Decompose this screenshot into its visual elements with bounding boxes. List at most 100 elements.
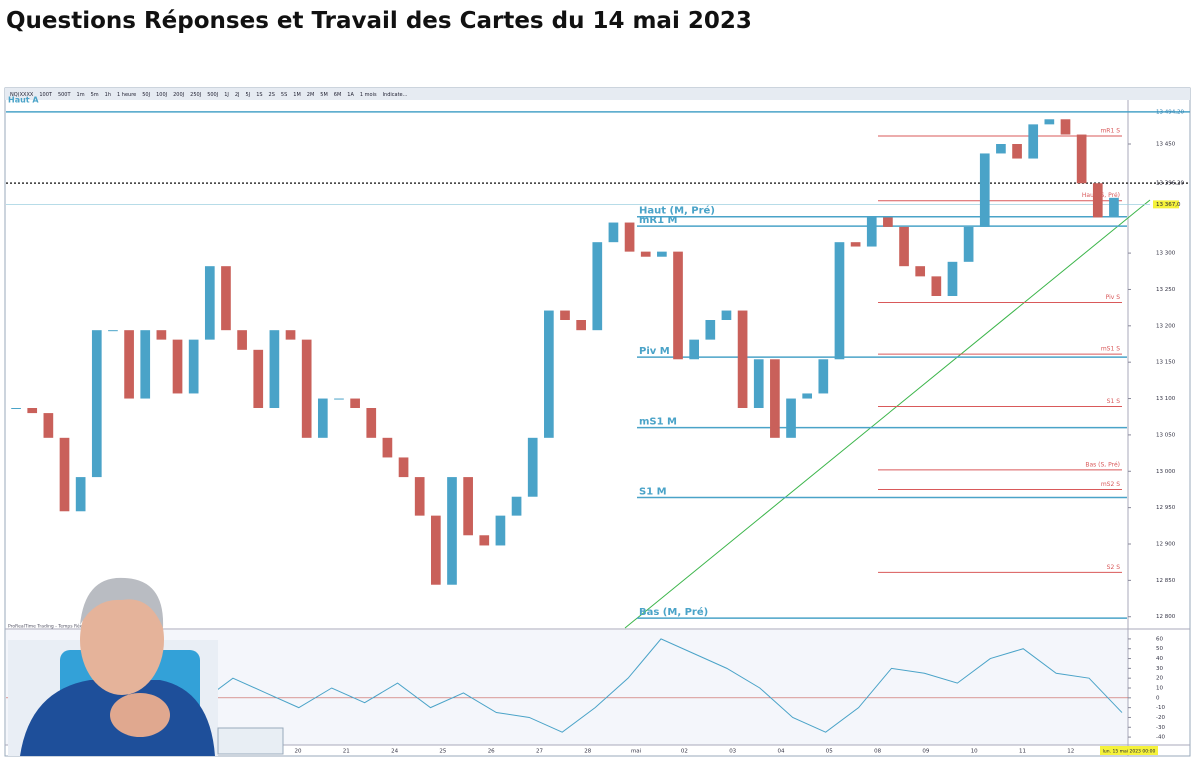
toolbar-item: 1m xyxy=(77,92,85,98)
candle xyxy=(447,477,457,585)
candle xyxy=(786,398,796,438)
weekly-level-label: mR1 S xyxy=(1100,128,1120,135)
candle xyxy=(850,242,861,247)
y-tick-label: 13 050 xyxy=(1156,432,1176,438)
candle xyxy=(285,330,296,340)
toolbar-item: 2M xyxy=(307,92,315,98)
candle xyxy=(737,310,748,408)
hand xyxy=(110,693,170,737)
y-tick-label: 13 150 xyxy=(1156,360,1176,366)
x-tick-label: 24 xyxy=(391,749,398,755)
candle xyxy=(188,339,199,394)
x-tick-label: 11 xyxy=(1019,749,1026,755)
candle xyxy=(915,266,926,277)
candle xyxy=(414,477,425,516)
toolbar-item: 1S xyxy=(256,92,262,98)
weekly-level-label: mS1 S xyxy=(1101,346,1120,353)
marker-label: 13 367,0 xyxy=(1156,202,1181,208)
candle xyxy=(43,413,54,438)
candle xyxy=(11,408,21,409)
x-tick-label: 05 xyxy=(826,749,833,755)
candle xyxy=(592,242,603,331)
candle xyxy=(931,276,942,296)
candle xyxy=(463,477,473,536)
y-tick-label: 12 950 xyxy=(1156,505,1176,511)
x-tick-label: 12 xyxy=(1067,749,1074,755)
toolbar-item: 2J xyxy=(235,92,240,98)
macd-tick-label: -20 xyxy=(1156,715,1165,721)
candle xyxy=(221,266,231,331)
candle xyxy=(398,457,409,478)
toolbar-item: 500T xyxy=(58,92,72,98)
candle xyxy=(560,310,570,320)
webcam xyxy=(8,577,284,756)
toolbar-item: 1 heure xyxy=(117,92,136,98)
candle xyxy=(1060,119,1071,135)
candle xyxy=(963,226,974,262)
x-tick-label: 28 xyxy=(584,749,591,755)
page-title: Questions Réponses et Travail des Cartes… xyxy=(6,8,752,34)
candle xyxy=(979,153,990,227)
candle xyxy=(269,330,280,408)
toolbar-item: 250J xyxy=(190,92,201,98)
y-tick-label: 13 200 xyxy=(1156,323,1176,329)
candle xyxy=(172,339,183,394)
x-tick-label: 02 xyxy=(681,749,688,755)
corner-label: Haut A xyxy=(8,96,39,105)
candle xyxy=(1012,144,1022,159)
macd-tick-label: 50 xyxy=(1156,646,1163,652)
candle xyxy=(317,398,328,438)
candle xyxy=(1076,134,1087,184)
toolbar-item: 6M xyxy=(334,92,342,98)
monthly-level-label: Bas (M, Pré) xyxy=(639,606,708,618)
weekly-level-label: Bas (S, Pré) xyxy=(1085,461,1120,468)
monthly-level-label: Haut (M, Pré) xyxy=(639,205,715,217)
y-tick-label: 13 450 xyxy=(1156,142,1176,148)
toolbar xyxy=(5,88,1190,100)
macd-tick-label: -40 xyxy=(1156,735,1165,741)
date-cursor: lun. 15 mai 2023 00:00 xyxy=(1103,749,1156,755)
weekly-level-label: S2 S xyxy=(1107,564,1121,571)
toolbar-item: 200J xyxy=(173,92,184,98)
candle xyxy=(608,222,619,243)
x-tick-label: 25 xyxy=(439,749,446,755)
x-tick-label: mai xyxy=(631,749,642,755)
macd-tick-label: 20 xyxy=(1156,676,1163,682)
candle xyxy=(59,437,70,512)
candle xyxy=(511,496,522,516)
y-tick-label: 12 850 xyxy=(1156,578,1176,584)
candle xyxy=(544,310,554,438)
x-tick-label: 09 xyxy=(922,749,929,755)
candle xyxy=(237,330,247,350)
candle xyxy=(866,217,877,247)
monthly-level-label: S1 M xyxy=(639,486,667,497)
candle xyxy=(108,330,118,332)
candle xyxy=(301,339,312,438)
monthly-level-label: Piv M xyxy=(639,346,670,357)
macd-line xyxy=(199,638,1123,733)
date-cursor-box xyxy=(1100,746,1158,755)
y-tick-label: 13 300 xyxy=(1156,251,1176,257)
candle xyxy=(689,339,700,360)
watermark: ProRealTime Trading - Temps Réel xyxy=(8,623,84,630)
candle xyxy=(753,359,764,408)
x-tick-label: 04 xyxy=(778,749,785,755)
candle xyxy=(883,217,893,227)
toolbar-item: NQ(XXXX xyxy=(10,92,34,98)
candle xyxy=(576,320,586,331)
y-tick-label: 13 000 xyxy=(1156,469,1176,475)
candle xyxy=(350,398,360,408)
candle xyxy=(156,330,167,340)
marker-label: 13 494,20 xyxy=(1156,109,1184,115)
candle xyxy=(124,330,134,399)
candle xyxy=(899,226,909,267)
candle xyxy=(834,242,845,360)
candle xyxy=(818,359,829,394)
macd-tick-label: 10 xyxy=(1156,686,1163,692)
x-tick-label: 08 xyxy=(874,749,881,755)
toolbar-item: 2S xyxy=(269,92,275,98)
candle xyxy=(673,251,683,360)
y-tick-label: 13 250 xyxy=(1156,287,1176,293)
